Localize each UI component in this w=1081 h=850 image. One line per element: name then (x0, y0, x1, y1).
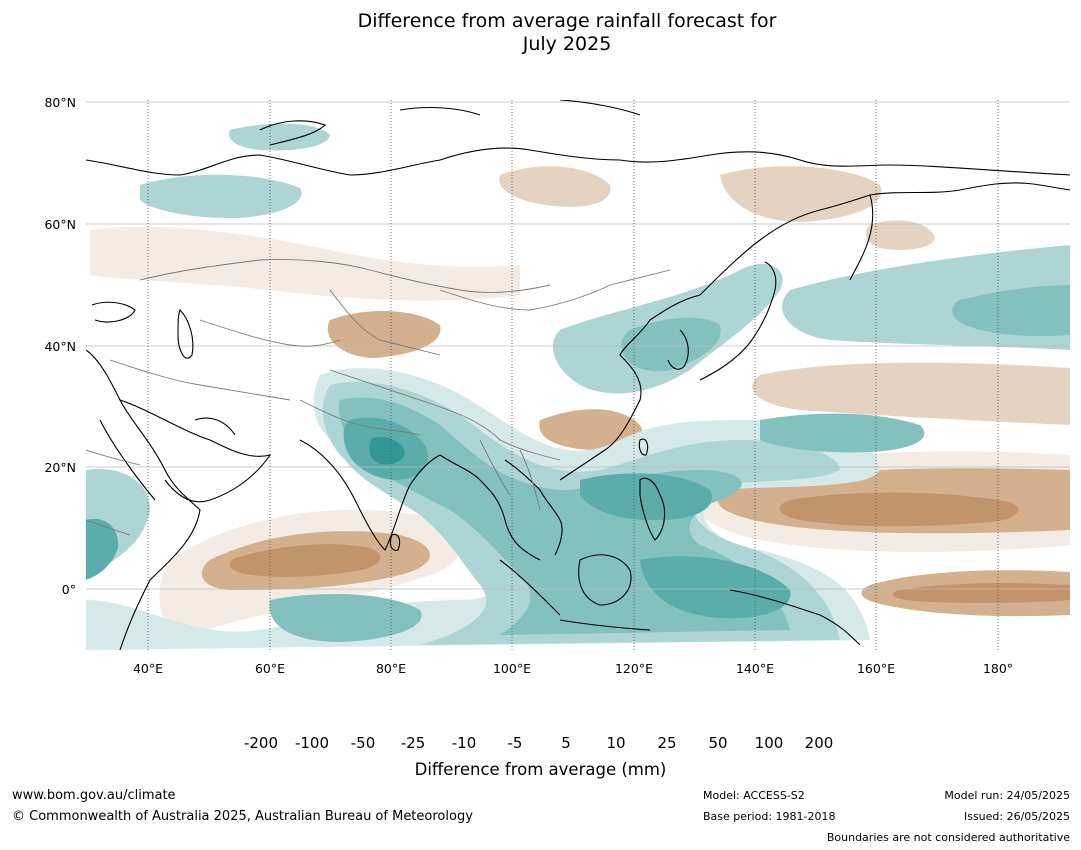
lon-label-100e: 100°E (492, 661, 531, 676)
coastline-new-guinea (729, 589, 861, 646)
border-india-north (299, 399, 421, 436)
coastline-sumatra-java (499, 559, 651, 631)
country-borders (86, 259, 671, 536)
wet-region-west-siberia (140, 174, 302, 218)
map-title: Difference from average rainfall forecas… (0, 10, 1081, 56)
colorbar-label-100: 100 (754, 734, 784, 752)
wet-region-banda (640, 556, 791, 619)
copyright-notice: © Commonwealth of Australia 2025, Austra… (12, 809, 473, 824)
wet-region-south-indian (269, 594, 422, 642)
border-central-asia (199, 319, 341, 347)
coastline-taiwan (638, 438, 649, 456)
coastline-novaya-zemlya (259, 120, 327, 146)
lon-label-60e: 60°E (254, 661, 286, 676)
border-china-mongolia (439, 269, 671, 311)
coastline-caspian (177, 309, 194, 359)
wet-region-north-pacific-inner (952, 285, 1070, 337)
coastline-india (299, 439, 441, 551)
colorbar-label-5: 5 (561, 734, 571, 752)
lat-label-60n: 60°N (44, 217, 76, 232)
dry-region-equatorial-pacific-core (893, 583, 1070, 603)
wet-region-central-pacific (760, 413, 925, 453)
dry-region-equatorial-indian-ocean-core (229, 544, 381, 577)
coastline-kamchatka (869, 182, 1070, 196)
coastline-borneo (578, 554, 632, 606)
colorbar-title: Difference from average (mm) (414, 760, 667, 779)
lat-label-20n: 20°N (44, 460, 76, 475)
coastline-sri-lanka (389, 533, 401, 551)
border-china-south (329, 369, 561, 461)
rainfall-anomaly-map (86, 100, 1070, 650)
coastline-korea (667, 329, 689, 370)
lon-label-180: 180° (982, 661, 1014, 676)
wet-anomaly-regions (86, 123, 1070, 650)
wet-region-arabian-sea-core (86, 518, 119, 580)
coastlines (86, 100, 1070, 650)
wet-region-bay-of-bengal-core (369, 436, 405, 465)
coastline-japan (699, 261, 777, 381)
dry-region-north-pacific-core (779, 492, 1019, 527)
coastline-arctic-islands (399, 100, 641, 116)
lon-label-160e: 160°E (856, 661, 895, 676)
lon-label-140e: 140°E (735, 661, 774, 676)
issued-date: Issued: 26/05/2025 (963, 810, 1070, 823)
colorbar-label-200: 200 (804, 734, 834, 752)
dry-region-east-china (539, 409, 642, 451)
coastline-persian-gulf (194, 417, 236, 436)
colorbar-label-50: 50 (708, 734, 728, 752)
dry-region-north-west-pacific (752, 362, 1070, 425)
coastline-arabia (119, 399, 272, 503)
title-line-2: July 2025 (522, 33, 612, 55)
dry-anomaly-regions (90, 166, 1070, 636)
dry-region-siberia (499, 166, 611, 207)
dry-region-kamchatka (865, 220, 935, 250)
colorbar-label-minus-200: -200 (243, 734, 279, 752)
border-se-asia (479, 439, 541, 511)
colorbar-label-10: 10 (606, 734, 626, 752)
wet-region-barents (228, 123, 330, 151)
colorbar-label-minus-10: -10 (451, 734, 477, 752)
wet-region-north-china-korea-inner (621, 317, 721, 372)
coastline-red-sea (99, 419, 156, 501)
colorbar-label-minus-100: -100 (294, 734, 330, 752)
wet-region-philippine-sea (580, 473, 712, 521)
lon-label-80e: 80°E (375, 661, 407, 676)
lon-label-40e: 40°E (132, 661, 164, 676)
coastline-arctic (86, 147, 1070, 176)
coastline-southeast-asia (504, 294, 701, 556)
colorbar-label-minus-50: -50 (350, 734, 376, 752)
border-africa (86, 449, 141, 536)
website-link[interactable]: www.bom.gov.au/climate (12, 788, 176, 803)
boundaries-disclaimer: Boundaries are not considered authoritat… (826, 831, 1070, 844)
lat-label-80n: 80°N (44, 95, 76, 110)
colorbar-label-minus-25: -25 (400, 734, 426, 752)
map-field (86, 100, 1070, 650)
coastline-africa-arabia (86, 349, 201, 650)
lon-label-120e: 120°E (614, 661, 653, 676)
model-run-date: Model run: 24/05/2025 (944, 789, 1070, 802)
coastline-bay-of-bengal (439, 454, 541, 561)
base-period: Base period: 1981-2018 (703, 810, 836, 823)
lat-label-equator: 0° (61, 582, 76, 597)
border-russia-kazakhstan (139, 259, 551, 293)
coastline-philippines (639, 477, 666, 541)
lat-label-40n: 40°N (44, 339, 76, 354)
coastline-black-sea (91, 301, 136, 323)
dry-region-central-asia (90, 226, 520, 301)
colorbar-label-minus-5: -5 (507, 734, 523, 752)
title-line-1: Difference from average rainfall forecas… (357, 10, 777, 32)
border-middle-east (109, 359, 291, 401)
dry-region-east-siberia (720, 166, 882, 222)
colorbar-label-25: 25 (657, 734, 677, 752)
model-name: Model: ACCESS-S2 (703, 789, 805, 802)
coastline-sea-of-okhotsk (699, 194, 874, 296)
border-kazakhstan-china (329, 289, 441, 356)
